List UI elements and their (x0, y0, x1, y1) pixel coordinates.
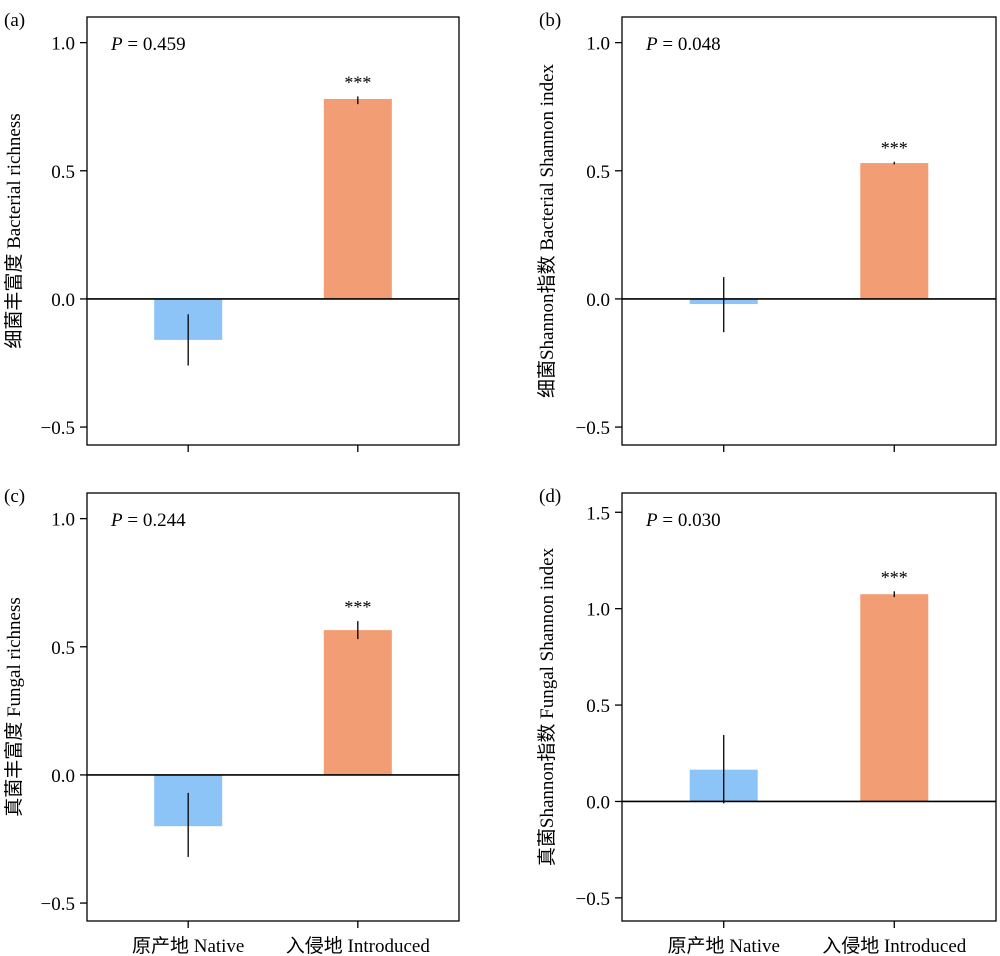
y-tick-label: 0.0 (51, 290, 75, 311)
panel-label: (d) (539, 486, 561, 507)
x-tick-label: 原产地 Native (668, 935, 780, 956)
y-tick-label: −0.5 (41, 418, 75, 439)
x-tick-label: 原产地 Native (132, 935, 244, 956)
y-axis-label: 细菌Shannon指数 Bacterial Shannon index (536, 63, 558, 398)
panel-label: (c) (4, 486, 25, 507)
x-tick-label: 入侵地 Introduced (822, 935, 967, 956)
p-value-label: P = 0.244 (110, 510, 186, 531)
y-axis-label: 细菌丰富度 Bacterial richness (3, 113, 25, 348)
panel-label: (a) (4, 10, 25, 31)
significance-label: *** (881, 567, 908, 587)
y-axis-label: 真菌丰富度 Fungal richness (3, 597, 25, 817)
x-tick-label: 入侵地 Introduced (286, 935, 431, 956)
chart-panel-2: (b) −0.5 0.0 0.5 1.0 *** P = 0.048 细菌Shannon指数 … (536, 10, 997, 452)
significance-label: *** (344, 597, 371, 617)
y-tick-label: 1.0 (51, 34, 75, 55)
y-tick-label: 1.5 (586, 503, 610, 524)
p-value-label: P = 0.048 (645, 34, 721, 55)
bar-introduced (323, 99, 392, 299)
bar-introduced (860, 594, 929, 802)
y-tick-label: 1.0 (51, 510, 75, 531)
p-value-label: P = 0.459 (110, 34, 186, 55)
y-tick-label: −0.5 (41, 894, 75, 915)
p-value-label: P = 0.030 (645, 510, 721, 531)
bar-introduced (860, 163, 929, 299)
y-tick-label: 0.0 (586, 290, 610, 311)
y-tick-label: −0.5 (576, 889, 610, 910)
y-tick-label: 0.5 (51, 162, 75, 183)
plot-frame (86, 492, 460, 922)
y-tick-label: 0.5 (586, 162, 610, 183)
plot-frame (86, 16, 460, 446)
y-tick-label: 0.5 (51, 638, 75, 659)
y-tick-label: 0.0 (586, 792, 610, 813)
panel-label: (b) (539, 10, 561, 31)
y-tick-label: 0.5 (586, 696, 610, 717)
bar-introduced (323, 630, 392, 775)
y-tick-label: −0.5 (576, 418, 610, 439)
significance-label: *** (881, 138, 908, 158)
y-tick-label: 1.0 (586, 34, 610, 55)
y-tick-label: 0.0 (51, 766, 75, 787)
significance-label: *** (344, 72, 371, 92)
plot-frame (621, 16, 997, 446)
chart-panel-3: (c) −0.5 0.0 0.5 1.0 原产地 Native 入侵地 Introduced… (3, 486, 460, 956)
chart-panel-4: (d) −0.5 0.0 0.5 1.0 1.5 原产地 Native 入侵地 Introdu… (536, 486, 997, 956)
y-tick-label: 1.0 (586, 600, 610, 621)
y-axis-label: 真菌Shannon指数 Fungal Shannon index (536, 547, 558, 866)
plot-frame (621, 492, 997, 922)
chart-panel-1: (a) −0.5 0.0 0.5 1.0 *** P = 0.459 细菌丰富度 Bacter… (3, 10, 460, 452)
